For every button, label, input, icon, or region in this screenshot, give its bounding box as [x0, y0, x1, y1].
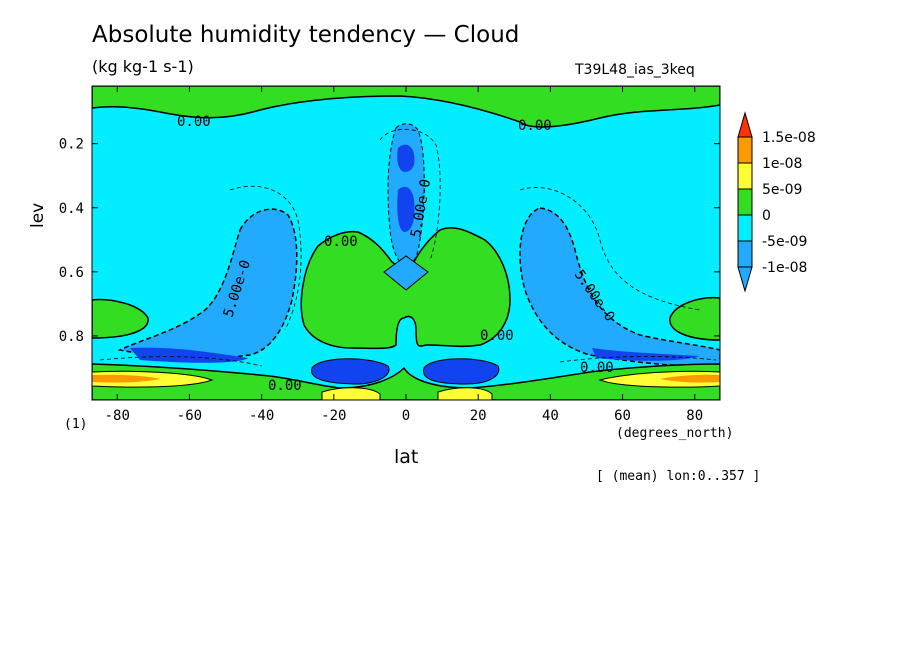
- x-tick-label: 60: [614, 408, 631, 424]
- y-tick-label: 0.4: [59, 201, 84, 217]
- contour-line: [379, 128, 441, 261]
- chart-units: (kg kg-1 s-1): [92, 57, 194, 76]
- contour-label: 0.00: [518, 118, 552, 134]
- colorbar: 1.5e-08 1e-08 5e-09 0 -5e-09 -1e-08: [737, 111, 816, 293]
- contour-line: [99, 356, 263, 367]
- contour-line: [559, 356, 717, 363]
- colorbar-label: -5e-09: [762, 234, 807, 250]
- colorbar-swatch: [737, 188, 753, 216]
- region-lower-tropics-north: [423, 358, 500, 385]
- panel-number: (1): [64, 417, 88, 432]
- y-tick-label: 0.2: [59, 137, 84, 153]
- contour-label: 0.00: [480, 328, 514, 344]
- contour-label: 0.00: [268, 378, 302, 394]
- region-lower-north: [598, 370, 720, 388]
- region-tropical-lower-diamond: [383, 255, 429, 291]
- colorbar-swatch: [737, 162, 753, 190]
- x-tick-label: -40: [249, 408, 274, 424]
- y-tick-label: 0.6: [59, 265, 84, 281]
- x-axis: -80 -60 -40 -20 0 20 40 60 80: [105, 86, 703, 424]
- contour-label: 0.00: [324, 234, 358, 250]
- colorbar-swatch: [737, 214, 753, 242]
- x-tick-label: -80: [105, 408, 130, 424]
- colorbar-swatch: [737, 240, 753, 268]
- contour-fill-layer: [92, 86, 720, 400]
- colorbar-label: -1e-08: [762, 260, 807, 276]
- x-tick-label: 80: [686, 408, 703, 424]
- colorbar-label: 5e-09: [762, 182, 802, 198]
- colorbar-bottom-arrow: [737, 266, 753, 293]
- colorbar-label: 0: [762, 208, 771, 224]
- region-lower-north-blue: [592, 348, 700, 361]
- x-tick-label: -60: [177, 408, 202, 424]
- x-axis-label: lat: [394, 446, 419, 468]
- y-axis: 0.2 0.4 0.6 0.8: [59, 137, 720, 345]
- region-tropical-upper-core-dark: [397, 186, 415, 232]
- region-lower-tropics-south: [311, 358, 390, 385]
- region-lower-south-core: [92, 374, 160, 383]
- colorbar-label: 1e-08: [762, 156, 802, 172]
- region-lower-south-blue: [130, 347, 248, 363]
- colorbar-top-arrow: [737, 111, 753, 138]
- region-midlatitude-south: [117, 208, 298, 360]
- averaging-note: [ (mean) lon:0..357 ]: [596, 469, 761, 484]
- region-surface-yellow-north: [437, 387, 493, 400]
- region-high-latitude-north: [669, 296, 720, 341]
- contour-line: [519, 187, 701, 311]
- colorbar-swatch: [737, 136, 753, 164]
- contour-line: [229, 185, 302, 331]
- contour-label: 0.00: [580, 360, 614, 376]
- x-tick-label: -20: [321, 408, 346, 424]
- x-tick-label: 0: [402, 408, 410, 424]
- region-upper-boundary: [92, 86, 720, 128]
- run-name: T39L48_ias_3keq: [575, 62, 695, 78]
- y-tick-label: 0.8: [59, 329, 84, 345]
- region-surface-layer: [92, 363, 720, 400]
- x-axis-unit: (degrees_north): [616, 426, 734, 441]
- region-high-latitude-south: [92, 298, 149, 339]
- region-surface-yellow-south: [321, 387, 381, 400]
- region-lower-north-core: [660, 374, 720, 383]
- colorbar-label: 1.5e-08: [762, 130, 816, 146]
- contour-label: 0.00: [177, 114, 211, 130]
- chart-title: Absolute humidity tendency — Cloud: [92, 22, 520, 48]
- region-tropical-upper-core-dark: [397, 144, 415, 172]
- x-tick-label: 40: [542, 408, 559, 424]
- x-tick-label: 20: [470, 408, 487, 424]
